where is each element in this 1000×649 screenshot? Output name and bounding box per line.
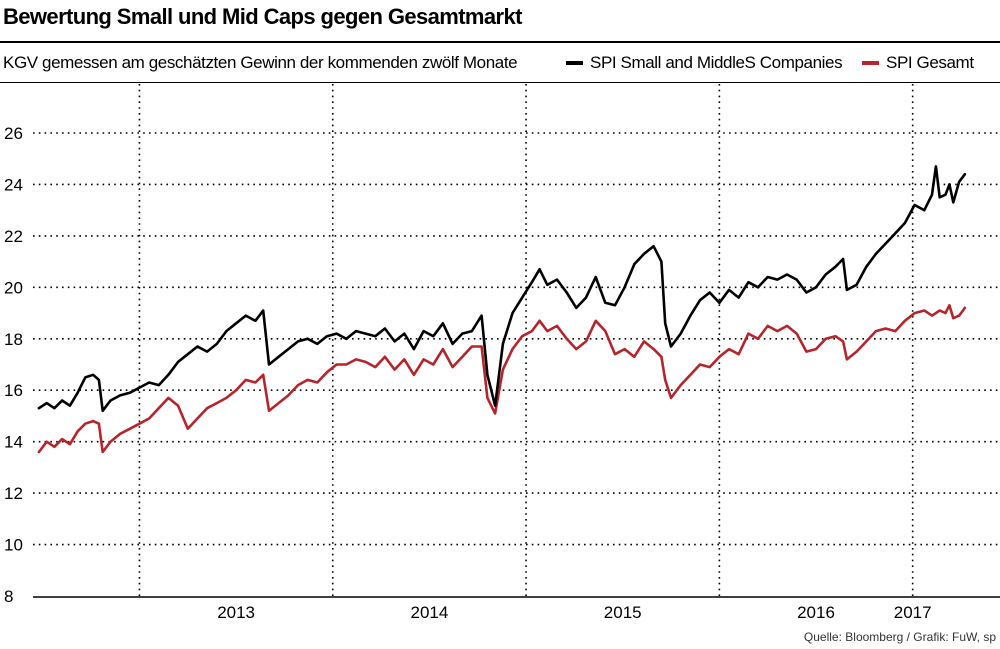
y-tick-label-26: 26 [4, 124, 23, 143]
y-tick-label-20: 20 [4, 278, 23, 297]
y-tick-label-12: 12 [4, 484, 23, 503]
x-tick-label-2013: 2013 [217, 603, 255, 622]
series-line-spi-gesamt [37, 304, 967, 454]
y-tick-label-18: 18 [4, 330, 23, 349]
legend-item-spi-gesamt: SPI Gesamt [862, 53, 974, 73]
legend-label-spi-small-mid: SPI Small and MiddleS Companies [590, 53, 843, 72]
legend-swatch-red [862, 61, 879, 65]
chart-subtitle: KGV gemessen am geschätzten Gewinn der k… [3, 53, 518, 72]
source-note: Quelle: Bloomberg / Grafik: FuW, sp [803, 630, 996, 644]
x-tick-label-2016: 2016 [797, 603, 835, 622]
header-rule [0, 82, 1000, 83]
title-rule [0, 41, 1000, 43]
y-tick-label-8: 8 [4, 587, 13, 606]
chart-title: Bewertung Small und Mid Caps gegen Gesam… [3, 4, 522, 29]
y-tick-label-16: 16 [4, 381, 23, 400]
y-tick-label-24: 24 [4, 175, 23, 194]
x-tick-label-2014: 2014 [410, 603, 448, 622]
y-tick-label-14: 14 [4, 433, 23, 452]
y-tick-label-22: 22 [4, 227, 23, 246]
x-tick-label-2017: 2017 [894, 603, 932, 622]
legend-swatch-black [566, 61, 583, 65]
series-line-spi-small-mid [37, 165, 967, 413]
legend-item-spi-small-mid: SPI Small and MiddleS Companies [566, 53, 843, 73]
legend-label-spi-gesamt: SPI Gesamt [886, 53, 974, 72]
x-tick-label-2015: 2015 [604, 603, 642, 622]
y-tick-label-10: 10 [4, 536, 23, 555]
